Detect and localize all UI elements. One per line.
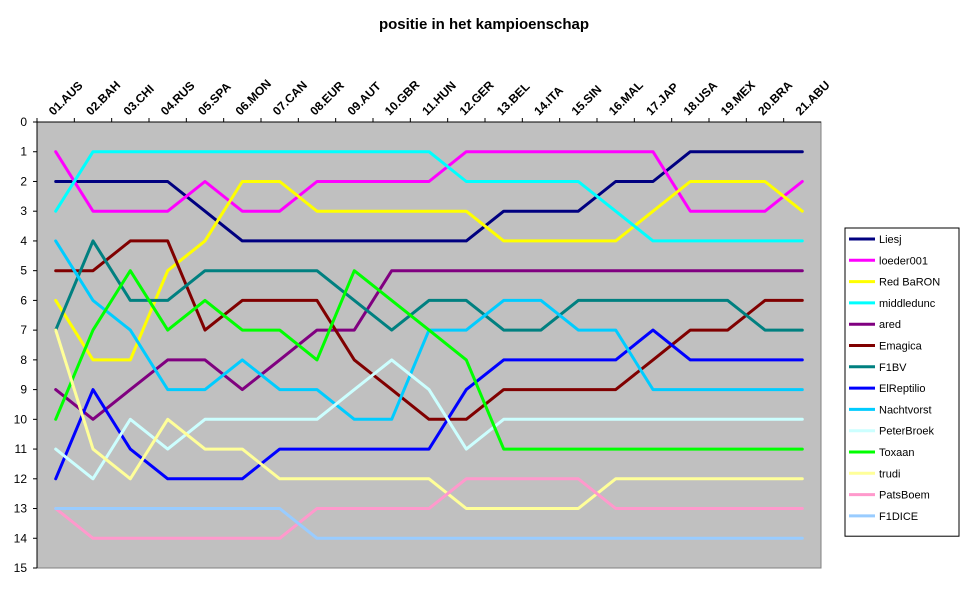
x-tick-label: 20.BRA [755,78,795,118]
x-tick-label: 12.GER [457,78,497,118]
series-line-ared [54,269,804,421]
y-tick-label: 13 [14,502,28,516]
series-line-red-baron [54,180,804,362]
series-line-patsboem [54,477,804,540]
series-line-liesj [54,150,804,243]
x-tick-label: 17.JAP [643,80,681,118]
y-tick-label: 1 [20,145,27,159]
y-tick-label: 2 [20,174,27,188]
legend-label: loeder001 [879,255,928,267]
series-line-peterbroek [54,358,804,481]
x-tick-label: 10.GBR [382,77,423,118]
y-tick-label: 11 [15,442,28,456]
series-line-toxaan [54,269,804,451]
series-lines [54,150,804,540]
legend-label: Liesj [879,234,902,246]
x-tick-label: 19.MEX [718,78,758,118]
x-tick-label: 08.EUR [307,78,347,118]
x-tick-label: 05.SPA [195,79,234,118]
series-line-f1bv [54,239,804,332]
chart-title: positie in het kampioenschap [379,16,589,33]
x-tick-label: 16.MAL [606,78,646,118]
y-tick-label: 14 [14,531,28,545]
legend-label: trudi [879,468,900,480]
series-line-trudi [54,328,804,510]
y-tick-label: 7 [20,323,27,337]
x-tick-label: 01.AUS [46,79,86,119]
y-tick-label: 9 [20,383,27,397]
x-tick-label: 09.AUT [345,79,385,119]
series-line-f1dice [54,507,804,540]
legend-label: middledunc [879,298,936,310]
legend-box [844,227,960,537]
y-tick-label: 5 [20,264,27,278]
x-tick-label: 13.BEL [494,79,533,118]
series-line-middledunc [54,150,804,243]
y-tick-label: 15 [14,561,28,575]
legend-label: Toxaan [879,447,914,459]
x-tick-label: 02.BAH [83,78,123,118]
series-line-emagica [54,239,804,421]
legend-label: ared [879,319,901,331]
x-tick-label: 07.CAN [270,78,310,118]
y-tick-label: 3 [20,204,27,218]
x-tick-label: 11.HUN [419,79,459,119]
y-tick-label: 6 [20,293,27,307]
legend-label: F1DICE [879,511,918,523]
legend: Liesj loeder001 Red BaRON middledunc ared Ema… [844,227,960,537]
y-tick-label: 10 [14,412,28,426]
y-tick-label: 12 [14,472,28,486]
legend-label: Nachtvorst [879,404,932,416]
y-tick-label: 0 [20,115,27,129]
plot-area [36,121,822,569]
x-tick-label: 03.CHI [121,82,157,118]
x-tick-label: 06.MON [233,77,274,118]
legend-label: PeterBroek [879,426,935,438]
x-tick-label: 04.RUS [158,79,198,119]
y-tick-label: 8 [20,353,27,367]
legend-label: F1BV [879,362,907,374]
legend-label: ElReptilio [879,383,925,395]
x-tick-label: 18.USA [681,78,721,118]
series-line-elreptilio [54,328,804,481]
x-tick-label: 15.SIN [569,82,605,118]
legend-label: Emagica [879,341,923,353]
y-tick-label: 4 [20,234,27,248]
x-tick-label: 21.ABU [793,78,833,118]
legend-label: Red BaRON [879,277,940,289]
legend-label: PatsBoem [879,490,930,502]
x-tick-label: 14.ITA [531,83,566,118]
